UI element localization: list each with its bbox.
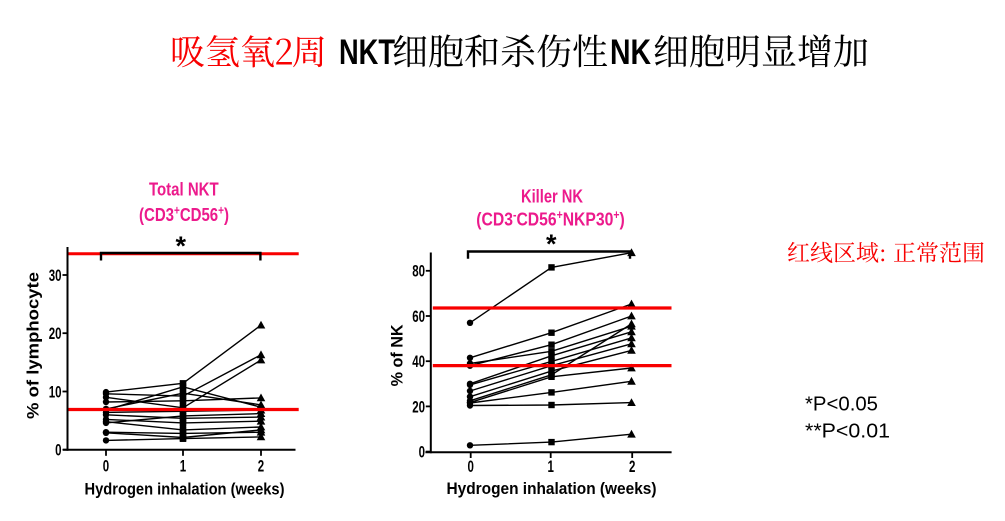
svg-text:0: 0 — [468, 458, 474, 476]
svg-text:40: 40 — [412, 353, 425, 371]
svg-text:10: 10 — [49, 383, 62, 401]
svg-text:30: 30 — [49, 267, 62, 285]
svg-text:80: 80 — [412, 263, 425, 281]
svg-text:*P<0.05: *P<0.05 — [805, 394, 878, 416]
svg-text:Killer NK: Killer NK — [521, 186, 583, 207]
svg-text:Total NKT: Total NKT — [149, 179, 219, 200]
svg-text:NK: NK — [610, 33, 651, 72]
svg-text:Hydrogen inhalation (weeks): Hydrogen inhalation (weeks) — [85, 481, 285, 499]
svg-text:0: 0 — [103, 458, 109, 476]
svg-text:NKT: NKT — [339, 33, 395, 72]
svg-text:20: 20 — [412, 398, 425, 416]
svg-text:% of NK: % of NK — [389, 324, 407, 386]
svg-text:(CD3-CD56+NKP30+): (CD3-CD56+NKP30+) — [476, 208, 624, 230]
svg-text:2: 2 — [629, 458, 635, 476]
svg-text:0: 0 — [419, 444, 425, 462]
svg-text:20: 20 — [49, 325, 62, 343]
svg-text:1: 1 — [180, 458, 186, 476]
svg-text:1: 1 — [548, 458, 554, 476]
svg-text:*: * — [546, 229, 557, 259]
svg-text:Hydrogen inhalation (weeks): Hydrogen inhalation (weeks) — [447, 480, 657, 498]
svg-text:*: * — [175, 231, 186, 261]
svg-text:2: 2 — [258, 458, 264, 476]
svg-text:0: 0 — [55, 442, 61, 460]
svg-text:(CD3+CD56+): (CD3+CD56+) — [139, 204, 229, 226]
svg-text:60: 60 — [412, 308, 425, 326]
svg-text:**P<0.01: **P<0.01 — [805, 421, 890, 443]
svg-text:% of lymphocyte: % of lymphocyte — [25, 272, 43, 419]
